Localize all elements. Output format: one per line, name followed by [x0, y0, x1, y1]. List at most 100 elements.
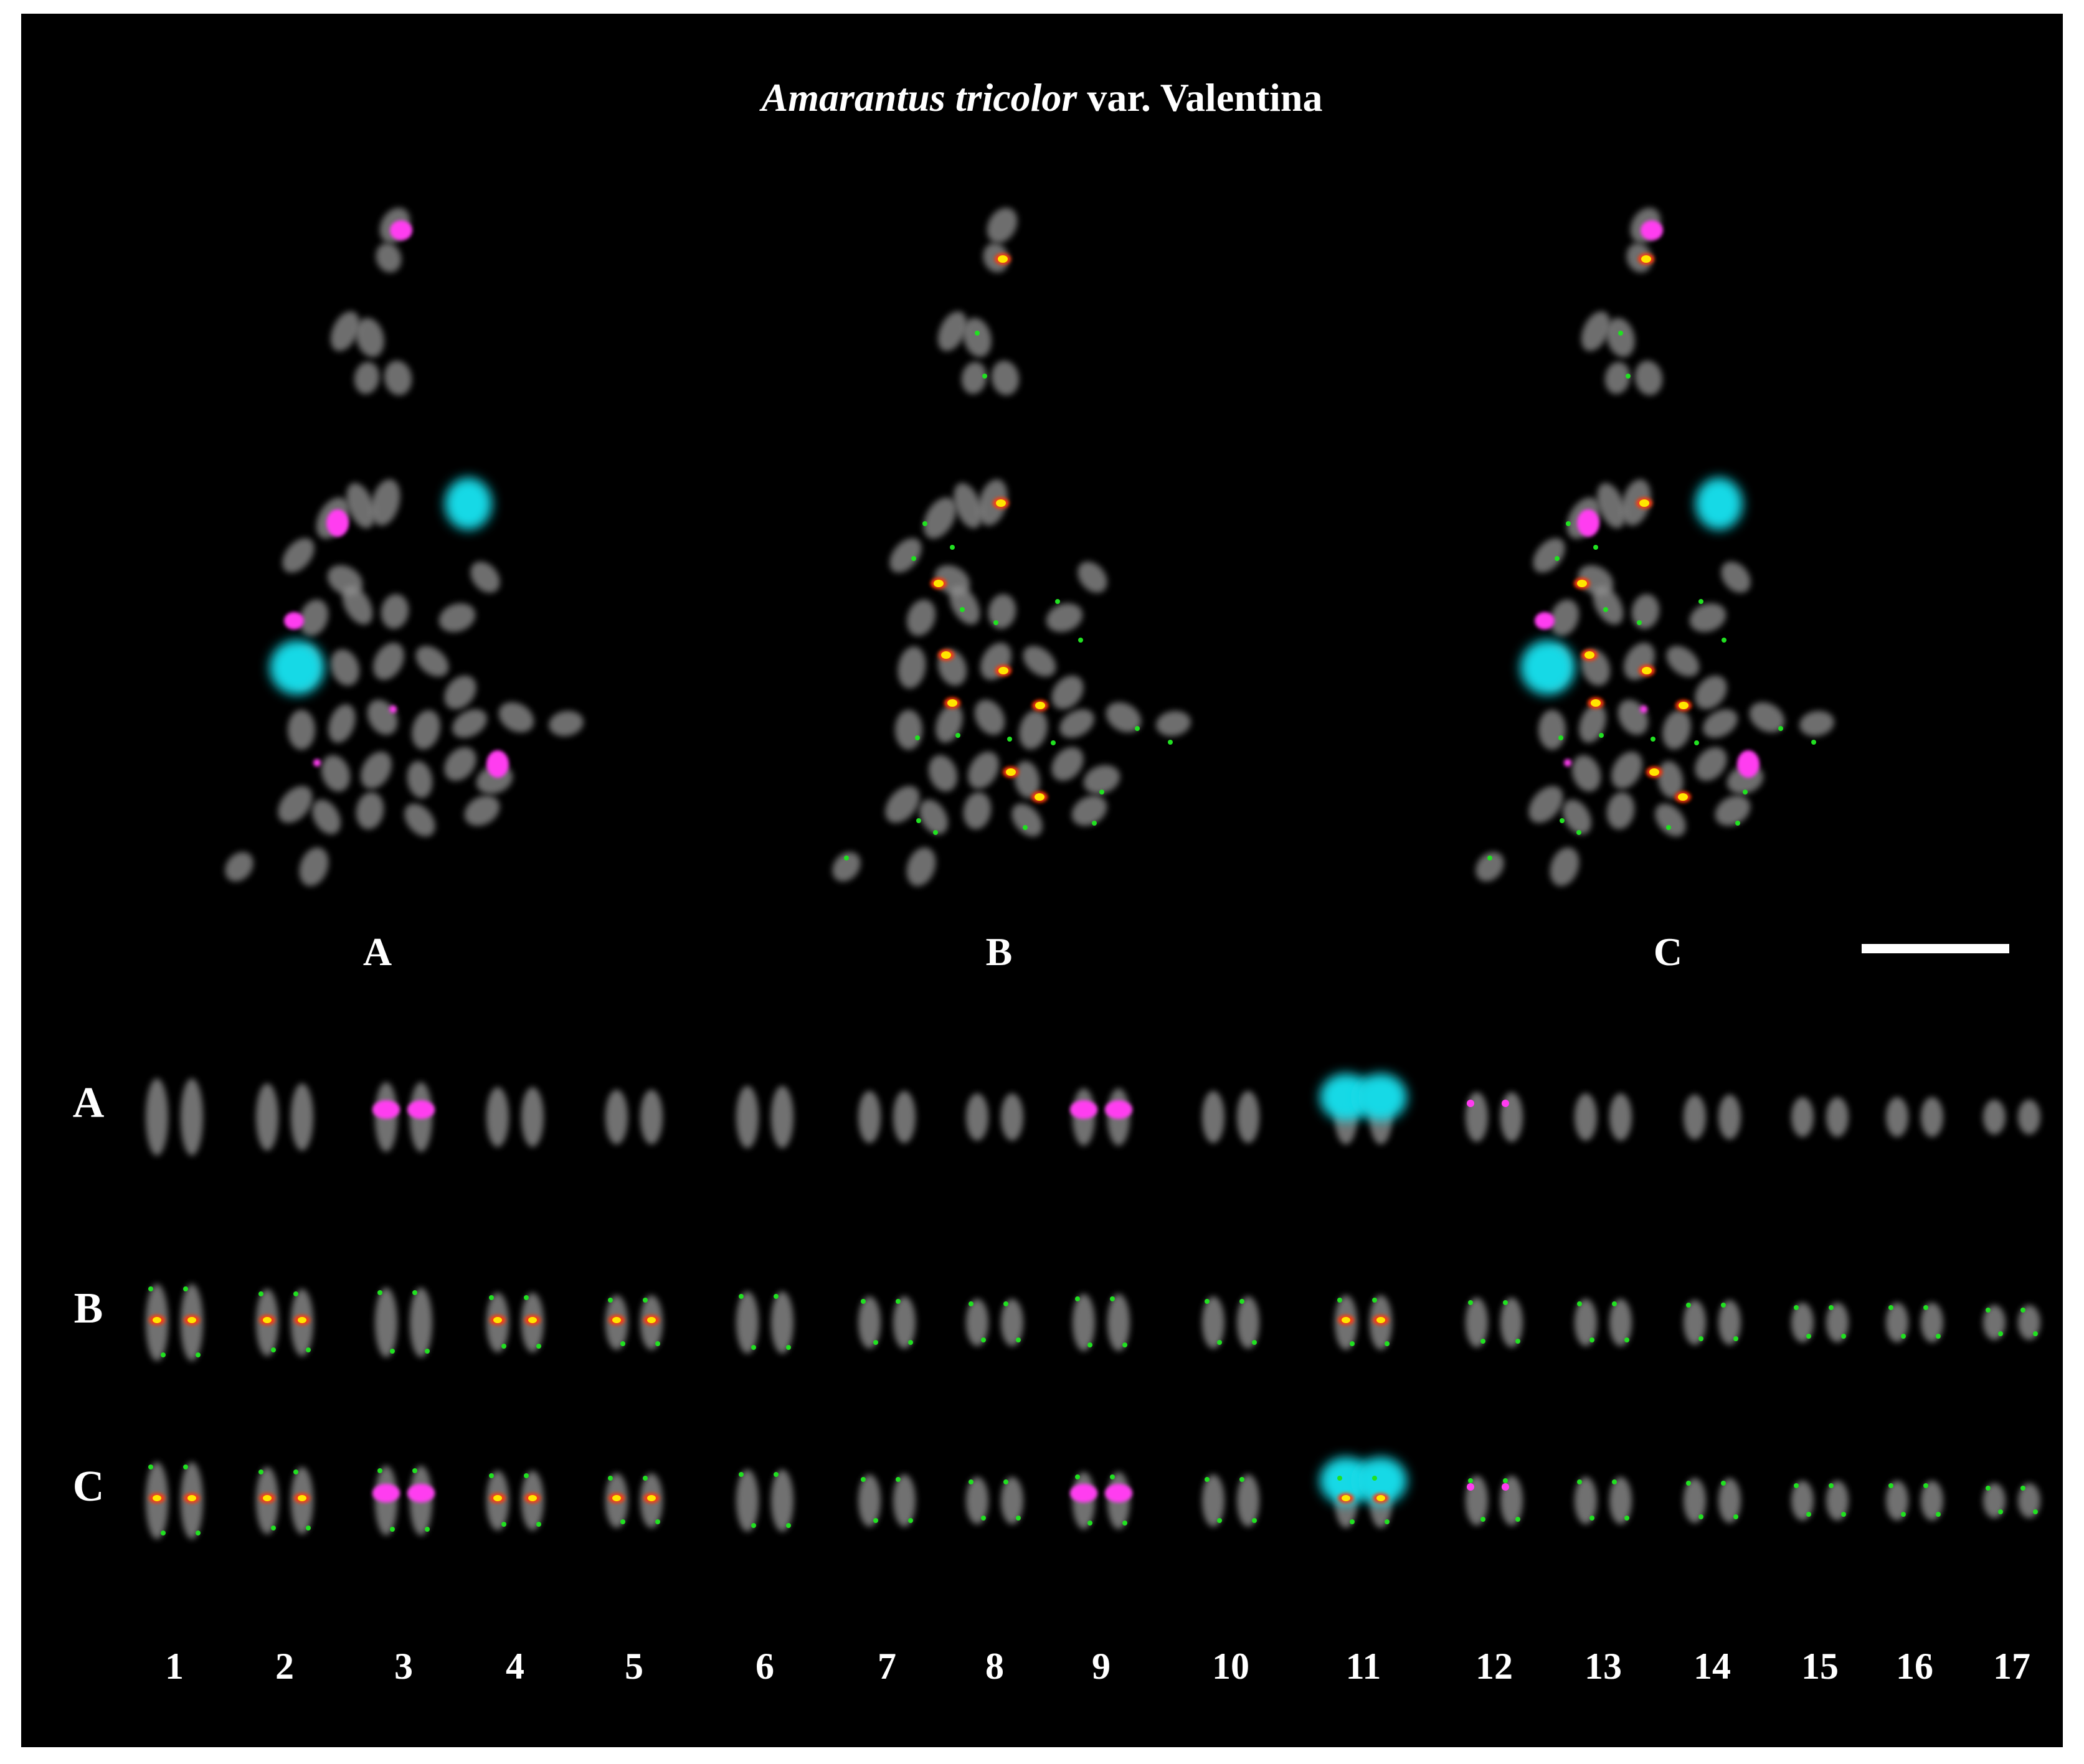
chromosome — [549, 710, 584, 737]
green-signal — [1122, 1521, 1127, 1526]
chromosome — [858, 1296, 881, 1349]
chromosome-number: 17 — [1993, 1646, 2030, 1687]
green-signal — [655, 1519, 660, 1524]
green-signal — [786, 1523, 791, 1528]
chromosome — [1563, 799, 1591, 834]
chromosome — [1718, 1300, 1741, 1345]
chromosome-pair — [1070, 1472, 1132, 1529]
chromosome — [906, 599, 936, 636]
chromosome — [486, 1087, 509, 1147]
chromosome-pair — [486, 1471, 544, 1531]
chromosome — [961, 362, 987, 394]
chromosome-number: 9 — [1092, 1646, 1111, 1687]
green-signal — [1558, 735, 1563, 740]
yellow-signal — [263, 1317, 272, 1323]
chromosome-number: 13 — [1584, 1646, 1622, 1687]
chromosome — [832, 852, 861, 882]
magenta-signal — [1502, 1483, 1509, 1491]
chromosome-pair — [486, 1087, 544, 1147]
chromosome — [354, 362, 380, 394]
green-signal — [873, 1340, 878, 1345]
chromosome — [321, 755, 351, 792]
chromosome — [1983, 1483, 2006, 1518]
chromosome — [1604, 362, 1631, 394]
chromosome — [1666, 646, 1700, 677]
yellow-signal — [941, 651, 951, 659]
green-signal — [306, 1526, 311, 1531]
green-signal — [271, 1347, 276, 1352]
green-signal — [1205, 1299, 1210, 1304]
chromosome — [736, 1291, 759, 1354]
green-signal — [196, 1531, 201, 1535]
chromosome — [1156, 710, 1191, 737]
green-signal — [196, 1352, 201, 1357]
yellow-signal — [1342, 1317, 1350, 1323]
chromosome — [1695, 676, 1727, 709]
green-signal — [981, 1337, 986, 1342]
chromosome — [1019, 710, 1048, 750]
yellow-signal — [1342, 1495, 1350, 1501]
chromosome-number: 5 — [625, 1646, 643, 1687]
chromosome — [1466, 1298, 1488, 1347]
chromosome — [181, 1078, 203, 1156]
chromosome — [412, 710, 440, 750]
chromosome — [1106, 702, 1142, 733]
green-signal — [908, 1518, 913, 1523]
chromosome — [410, 1288, 432, 1357]
green-signal — [183, 1464, 188, 1469]
yellow-signal — [1006, 768, 1016, 776]
magenta-signal — [372, 1484, 400, 1502]
green-signal — [1092, 821, 1097, 826]
chromosome — [415, 646, 449, 677]
yellow-signal — [1641, 255, 1651, 263]
yellow-signal — [612, 1317, 621, 1323]
green-signal — [1841, 1512, 1846, 1517]
chromosome — [966, 1299, 988, 1346]
chromosome — [893, 1296, 916, 1349]
green-signal — [774, 1294, 779, 1299]
chromosome — [771, 1291, 793, 1354]
chromosome — [1799, 710, 1834, 737]
chromosome — [373, 643, 404, 680]
yellow-signal — [998, 255, 1008, 263]
magenta-signal — [1577, 509, 1599, 537]
green-signal — [739, 1472, 744, 1477]
chromosome — [2018, 1483, 2040, 1518]
green-signal — [908, 1340, 913, 1345]
green-signal — [873, 1518, 878, 1523]
green-signal — [896, 1477, 901, 1482]
green-signal — [739, 1294, 744, 1299]
magenta-signal — [1467, 1483, 1474, 1491]
cyan-signal — [1520, 640, 1575, 695]
green-signal — [620, 1341, 625, 1346]
chromosome-pair — [1575, 1093, 1632, 1141]
chromosome — [906, 847, 936, 886]
yellow-signal — [493, 1495, 502, 1501]
chromosome — [858, 1474, 881, 1527]
green-signal — [1936, 1512, 1941, 1517]
row-label-c: C — [73, 1463, 105, 1511]
chromosome — [256, 1083, 278, 1151]
magenta-signal — [407, 1100, 435, 1119]
chromosome — [288, 710, 315, 750]
yellow-signal — [528, 1495, 537, 1501]
chromosome — [1011, 803, 1043, 837]
magenta-signal — [1641, 220, 1663, 240]
yellow-signal — [1376, 1317, 1385, 1323]
chromosome — [330, 311, 360, 351]
chromosome — [1538, 710, 1566, 750]
chromosome — [299, 599, 329, 636]
green-signal — [1515, 1339, 1520, 1344]
green-signal — [1566, 521, 1571, 526]
chromosome — [371, 479, 400, 526]
cyan-signal — [1355, 1457, 1407, 1504]
scale-bar — [1862, 944, 2009, 953]
chromosome-pair — [1335, 1295, 1392, 1350]
chromosome — [966, 1093, 988, 1141]
chromosome-pair — [1466, 1092, 1523, 1142]
chromosome — [375, 1288, 397, 1357]
chromosome-number: 14 — [1693, 1646, 1731, 1687]
chromosome — [1528, 786, 1563, 823]
green-signal — [608, 1476, 613, 1481]
chromosome-pair — [256, 1289, 313, 1356]
